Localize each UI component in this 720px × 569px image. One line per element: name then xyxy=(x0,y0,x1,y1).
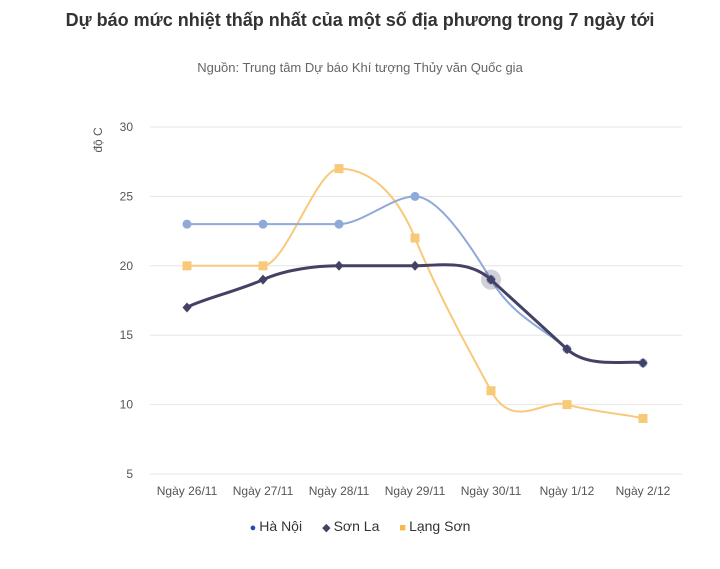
data-point xyxy=(562,400,572,410)
y-tick-label: 5 xyxy=(126,467,133,481)
data-point xyxy=(410,233,420,243)
legend-label: Sơn La xyxy=(333,518,380,534)
x-tick-label: Ngày 28/11 xyxy=(309,484,370,498)
chart-subtitle: Nguồn: Trung tâm Dự báo Khí tượng Thủy v… xyxy=(197,60,523,75)
data-point xyxy=(182,261,192,271)
diamond-marker-icon: ◆ xyxy=(322,522,334,534)
data-point xyxy=(258,219,268,229)
data-point xyxy=(410,191,420,201)
data-point xyxy=(334,260,344,271)
x-tick-label: Ngày 27/11 xyxy=(233,484,294,498)
square-marker-icon: ■ xyxy=(399,522,410,534)
y-tick-label: 15 xyxy=(120,328,134,342)
y-tick-label: 25 xyxy=(120,189,134,203)
legend-label: Lạng Sơn xyxy=(409,518,471,534)
data-point xyxy=(258,261,268,271)
y-axis-label: độ C xyxy=(91,127,105,153)
legend: ● Hà Nội ◆ Sơn La ■ Lạng Sơn xyxy=(0,518,720,534)
data-point xyxy=(258,274,268,285)
series-line xyxy=(186,195,644,364)
data-point xyxy=(562,344,572,355)
data-point xyxy=(334,219,344,229)
data-point xyxy=(182,302,192,313)
x-tick-label: Ngày 1/12 xyxy=(540,484,595,498)
legend-item[interactable]: ◆ Sơn La xyxy=(322,518,379,534)
y-tick-label: 20 xyxy=(120,259,134,273)
data-point xyxy=(638,357,648,368)
legend-item[interactable]: ● Hà Nội xyxy=(250,518,303,534)
x-tick-label: Ngày 26/11 xyxy=(157,484,218,498)
x-tick-label: Ngày 30/11 xyxy=(461,484,522,498)
series-1 xyxy=(182,260,648,368)
series-2 xyxy=(182,164,648,423)
data-point xyxy=(486,386,496,396)
y-tick-label: 30 xyxy=(120,120,134,134)
data-point xyxy=(486,274,496,285)
legend-label: Hà Nội xyxy=(259,518,303,534)
circle-marker-icon: ● xyxy=(249,522,260,534)
x-tick-label: Ngày 29/11 xyxy=(385,484,446,498)
data-point xyxy=(334,164,344,174)
series-0 xyxy=(182,191,648,368)
data-point xyxy=(410,260,420,271)
y-tick-label: 10 xyxy=(120,398,134,412)
x-tick-label: Ngày 2/12 xyxy=(616,484,671,498)
series-line xyxy=(186,263,644,365)
data-point xyxy=(182,219,192,229)
hover-halo xyxy=(481,269,501,290)
series-line xyxy=(187,167,644,420)
data-point xyxy=(638,413,648,423)
chart-title: Dự báo mức nhiệt thấp nhất của một số đị… xyxy=(65,10,655,30)
legend-item[interactable]: ■ Lạng Sơn xyxy=(399,518,470,534)
